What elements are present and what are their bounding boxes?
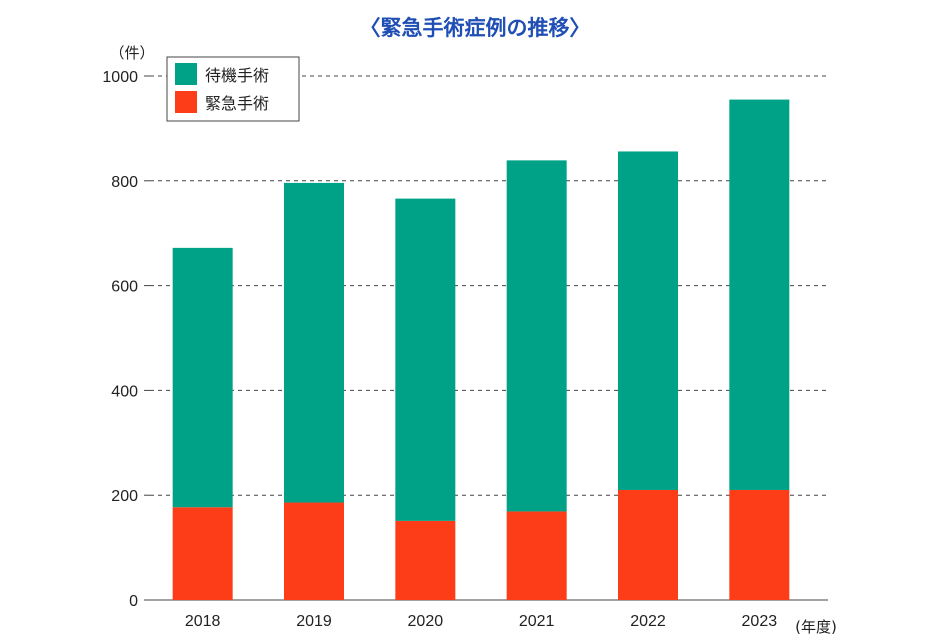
legend-label-elective: 待機手術 (205, 66, 269, 85)
bar-elective-2020 (395, 198, 456, 521)
y-tick-label: 400 (111, 383, 138, 400)
bar-emergency-2023 (729, 489, 790, 600)
chart-title: 〈緊急手術症例の推移〉 (360, 16, 591, 40)
gridlines (144, 75, 828, 601)
y-tick-label: 200 (111, 488, 138, 505)
bar-elective-2022 (618, 151, 678, 490)
y-axis-ticks: 0 200 400 600 800 1000 (102, 69, 138, 610)
y-tick-label: 800 (111, 174, 138, 191)
x-tick-label: 2022 (630, 613, 666, 630)
x-tick-label: 2023 (742, 613, 778, 630)
bar-elective-2018 (172, 247, 233, 508)
y-axis-unit: （件） (109, 44, 154, 62)
y-tick-label: 1000 (102, 69, 138, 86)
legend-swatch-elective (175, 63, 197, 85)
bars (172, 99, 790, 600)
x-tick-label: 2019 (296, 613, 332, 630)
y-tick-label: 600 (111, 279, 138, 296)
bar-emergency-2021 (506, 511, 567, 600)
bar-elective-2023 (729, 99, 790, 490)
x-tick-label: 2018 (185, 613, 221, 630)
bar-emergency-2019 (284, 502, 344, 600)
x-tick-label: 2020 (408, 613, 444, 630)
legend-swatch-emergency (175, 91, 197, 113)
bar-elective-2019 (284, 182, 344, 503)
bar-emergency-2022 (618, 489, 678, 600)
bar-emergency-2020 (395, 520, 456, 600)
x-tick-label: 2021 (519, 613, 555, 630)
bar-emergency-2018 (172, 507, 233, 600)
x-axis-ticks: 2018 2019 2020 2021 2022 2023 (185, 613, 777, 630)
y-tick-label: 0 (129, 593, 138, 610)
legend-label-emergency: 緊急手術 (205, 94, 269, 113)
bar-elective-2021 (506, 160, 567, 512)
x-axis-unit: (年度) (795, 618, 837, 636)
